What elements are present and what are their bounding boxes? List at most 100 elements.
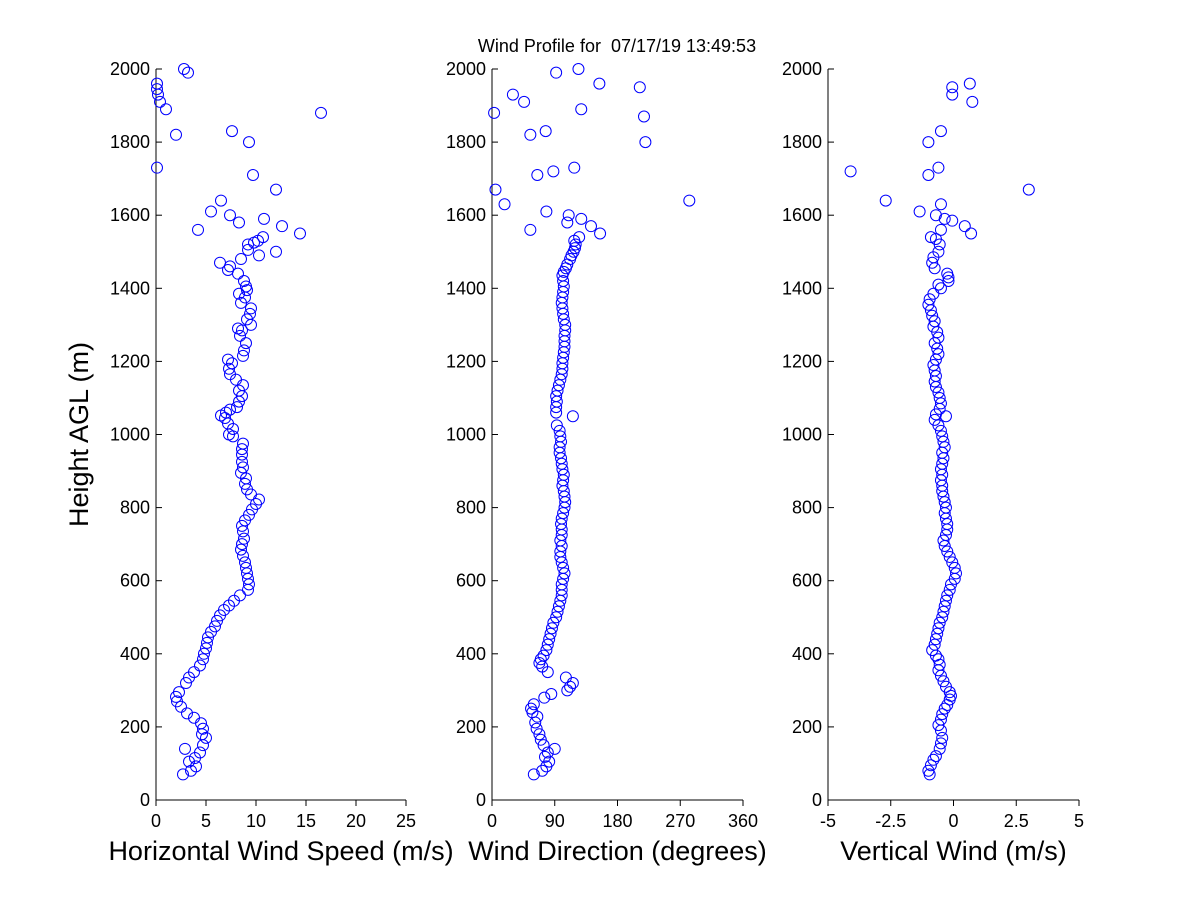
vertical-wind-x-tick-label: 5 <box>1074 811 1084 831</box>
horizontal-wind-speed-y-tick-label: 2000 <box>110 59 150 79</box>
horizontal-wind-speed-data-point <box>242 243 254 256</box>
horizontal-wind-speed-data-point <box>238 344 250 357</box>
wind-direction-data-point <box>524 223 537 236</box>
vertical-wind-data-point <box>946 214 959 227</box>
vertical-wind-data-point <box>932 386 945 399</box>
vertical-wind-data-point <box>932 331 945 344</box>
vertical-wind-data-point <box>922 136 935 149</box>
vertical-wind-data-point <box>844 165 857 178</box>
vertical-wind-data-point <box>934 198 947 211</box>
vertical-wind-data-point <box>932 278 945 291</box>
vertical-wind-data-point <box>943 583 956 596</box>
wind-direction-data-point <box>553 424 566 437</box>
vertical-wind-data-point <box>941 589 954 602</box>
vertical-wind-data-point <box>879 194 892 207</box>
horizontal-wind-speed-data-point <box>236 538 248 551</box>
vertical-wind-data-point <box>924 231 937 244</box>
horizontal-wind-speed-data-point <box>244 307 256 320</box>
vertical-wind-y-tick-label: 200 <box>792 717 822 737</box>
wind-direction-data-point <box>554 430 567 443</box>
wind-direction-data-point <box>552 600 565 613</box>
horizontal-wind-speed-data-point <box>258 212 270 225</box>
vertical-wind-data-point <box>936 731 949 744</box>
wind-direction-data-point <box>639 136 652 149</box>
wind-direction-data-point <box>537 649 550 662</box>
vertical-wind-data-point <box>938 441 951 454</box>
vertical-wind-data-point <box>924 759 937 772</box>
vertical-wind-data-point <box>936 708 949 721</box>
wind-direction-data-point <box>565 249 578 262</box>
wind-direction-data-point <box>518 95 531 108</box>
wind-direction-data-point <box>548 742 561 755</box>
wind-direction-data-point <box>531 710 544 723</box>
vertical-wind-data-point <box>927 753 940 766</box>
wind-direction-data-point <box>543 755 556 768</box>
vertical-wind-y-tick-label: 400 <box>792 644 822 664</box>
horizontal-wind-speed-data-point <box>231 401 243 414</box>
wind-direction-data-point <box>489 183 502 196</box>
wind-direction-data-point <box>533 728 546 741</box>
wind-direction-data-point <box>633 81 646 94</box>
wind-direction-data-point <box>594 227 607 240</box>
horizontal-wind-speed-data-point <box>270 183 282 196</box>
wind-direction-data-point <box>529 716 542 729</box>
wind-direction-data-point <box>559 671 572 684</box>
wind-direction-data-point <box>585 220 598 233</box>
horizontal-wind-speed-data-point <box>240 337 252 350</box>
horizontal-wind-speed-x-tick-label: 10 <box>246 811 266 831</box>
horizontal-wind-speed-data-point <box>209 620 221 633</box>
wind-direction-data-point <box>550 390 563 403</box>
horizontal-wind-speed-data-point <box>245 302 257 315</box>
vertical-wind-data-point <box>933 391 946 404</box>
wind-direction-data-point <box>540 644 553 657</box>
horizontal-wind-speed-data-point <box>235 253 247 266</box>
wind-direction-data-point <box>555 512 568 525</box>
horizontal-wind-speed-data-point <box>220 406 232 419</box>
horizontal-wind-speed-panel: 0 5 10 15 20 25 0 200 400 600 800 1000 1200 1400 1600 1… <box>64 59 454 866</box>
vertical-wind-data-point <box>933 742 946 755</box>
horizontal-wind-speed-data-point <box>253 249 265 262</box>
wind-direction-data-point <box>568 234 581 247</box>
vertical-wind-data-point <box>932 653 945 666</box>
wind-direction-data-point <box>555 578 568 591</box>
vertical-wind-y-tick-label: 1600 <box>782 205 822 225</box>
vertical-wind-data-point <box>932 245 945 258</box>
vertical-wind-data-point <box>939 594 952 607</box>
horizontal-wind-speed-x-tick-label: 0 <box>151 811 161 831</box>
wind-direction-data-point <box>537 739 550 752</box>
wind-direction-data-point <box>547 165 560 178</box>
horizontal-wind-speed-data-point <box>214 256 226 269</box>
horizontal-wind-speed-y-tick-label: 600 <box>120 571 150 591</box>
wind-direction-data-point <box>550 419 563 432</box>
horizontal-wind-speed-data-point <box>234 329 246 342</box>
wind-direction-data-point <box>488 106 501 119</box>
horizontal-wind-speed-data-point <box>215 194 227 207</box>
horizontal-wind-speed-data-point <box>188 711 200 724</box>
wind-direction-data-point <box>568 242 581 255</box>
wind-direction-x-axis-title: Wind Direction (degrees) <box>468 836 767 866</box>
wind-direction-data-point <box>539 125 552 138</box>
horizontal-wind-speed-data-point <box>232 322 244 335</box>
wind-direction-data-point <box>557 265 570 278</box>
vertical-wind-y-tick-label: 800 <box>792 498 822 518</box>
vertical-wind-data-point <box>929 232 942 245</box>
wind-direction-y-tick-label: 1200 <box>446 351 486 371</box>
wind-direction-data-point <box>557 561 570 574</box>
vertical-wind-data-point <box>950 567 963 580</box>
vertical-wind-data-point <box>941 545 954 558</box>
vertical-wind-data-point <box>922 298 935 311</box>
vertical-wind-data-point <box>946 81 959 94</box>
horizontal-wind-speed-data-point <box>178 63 190 75</box>
horizontal-wind-speed-y-tick-label: 200 <box>120 717 150 737</box>
horizontal-wind-speed-data-point <box>190 760 202 773</box>
wind-direction-data-point <box>572 63 585 75</box>
wind-direction-panel: 0 90 180 270 360 0 200 400 600 800 1000 1200 1400 160… <box>446 59 767 866</box>
vertical-wind-data-point <box>934 125 947 138</box>
wind-direction-data-point <box>531 168 544 181</box>
vertical-wind-data-point <box>942 274 955 287</box>
horizontal-wind-speed-y-tick-label: 1400 <box>110 278 150 298</box>
horizontal-wind-speed-data-point <box>270 245 282 258</box>
wind-direction-data-point <box>545 622 558 635</box>
horizontal-wind-speed-data-point <box>173 686 185 699</box>
horizontal-wind-speed-y-tick-label: 1000 <box>110 425 150 445</box>
